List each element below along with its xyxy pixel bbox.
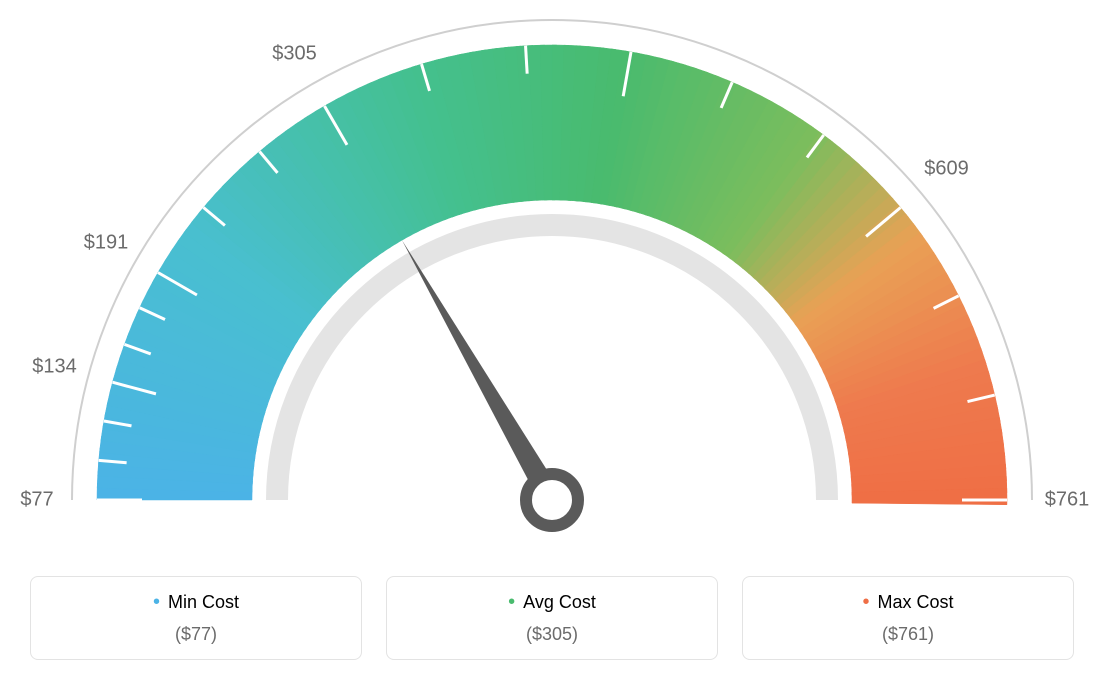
legend-title-avg: Avg Cost: [387, 591, 717, 614]
legend-title-max: Max Cost: [743, 591, 1073, 614]
gauge-svg: [0, 0, 1104, 560]
gauge-tick-label: $761: [1045, 489, 1090, 512]
legend-row: Min Cost ($77) Avg Cost ($305) Max Cost …: [30, 576, 1074, 660]
gauge-tick-label: $77: [20, 489, 53, 512]
legend-card-max: Max Cost ($761): [742, 576, 1074, 660]
gauge-needle: [402, 240, 563, 508]
gauge-band: [97, 45, 1007, 505]
gauge-area: $77 $134 $191 $305 $457 $609 $761: [0, 0, 1104, 560]
gauge-needle-hub: [526, 474, 578, 526]
gauge-tick-label: $609: [924, 157, 969, 180]
legend-value-min: ($77): [31, 624, 361, 645]
legend-title-min: Min Cost: [31, 591, 361, 614]
legend-card-avg: Avg Cost ($305): [386, 576, 718, 660]
gauge-tick-label: $134: [32, 355, 77, 378]
gauge-tick-label: $457: [619, 0, 664, 4]
legend-value-max: ($761): [743, 624, 1073, 645]
gauge-tick-label: $191: [84, 231, 129, 254]
gauge-tick-label: $305: [272, 42, 317, 65]
legend-value-avg: ($305): [387, 624, 717, 645]
cost-gauge-container: $77 $134 $191 $305 $457 $609 $761 Min Cost ($7…: [0, 0, 1104, 690]
legend-card-min: Min Cost ($77): [30, 576, 362, 660]
